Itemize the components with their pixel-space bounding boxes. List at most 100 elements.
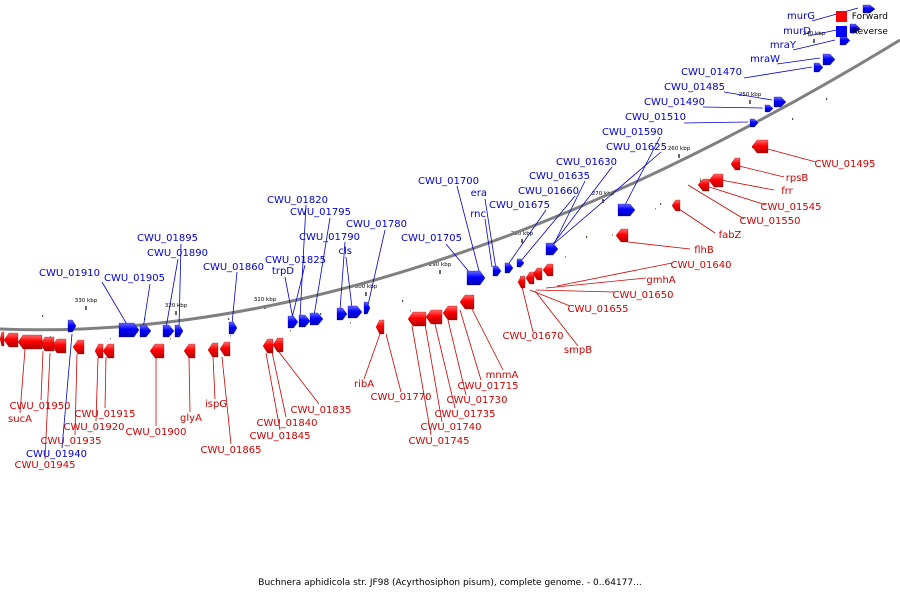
reverse-gene [516,258,525,268]
forward-gene-label: CWU_01740 [420,422,481,433]
reverse-gene [764,104,774,113]
scale-dot [660,203,662,205]
reverse-leader-line [484,198,497,270]
reverse-gene-label: CWU_01860 [203,262,264,273]
tick-label: 260 kbp [668,146,691,152]
forward-gene [525,271,535,285]
scale-dot [50,336,51,338]
forward-gene-label: CWU_01915 [74,409,135,420]
reverse-gene [298,314,311,328]
reverse-gene [228,321,238,335]
forward-gene [517,275,526,289]
tick-label: 290 kbp [429,262,452,268]
reverse-leader-line [723,91,773,101]
forward-leader-line [104,356,107,409]
reverse-gene [849,23,861,34]
tick-label: 280 kbp [511,231,534,237]
legend: Forward Reverse [835,9,888,39]
reverse-gene [363,301,371,315]
forward-gene [375,319,385,335]
scale-dot [700,180,702,182]
forward-gene [459,294,475,310]
reverse-leader-line [142,283,151,330]
reverse-gene-label: mraY [770,40,797,51]
forward-leader-line [434,323,456,409]
forward-swatch [835,11,847,22]
forward-leader-line [702,184,767,206]
reverse-gene-label: CWU_01625 [606,142,667,153]
forward-gene-label: CWU_01865 [200,445,261,456]
reverse-swatch [835,26,847,37]
forward-gene-label: CWU_01840 [256,418,317,429]
reverse-gene-label: CWU_01490 [644,97,705,108]
scale-dot [42,315,44,317]
forward-gene-label: CWU_01495 [814,159,875,170]
tick-label: 270 kbp [592,191,615,197]
scale-dot [655,208,656,210]
forward-gene-label: CWU_01770 [370,392,431,403]
scale-dot [520,276,521,278]
reverse-leader-line [683,121,749,124]
forward-leader-line [424,323,443,423]
forward-gene [3,332,19,348]
reverse-gene-label: CWU_01590 [602,127,663,138]
reverse-gene-label: CWU_01905 [104,273,165,284]
forward-leader-line [534,290,579,347]
forward-leader-line [763,147,817,163]
reverse-gene-label: murD [783,26,811,37]
forward-gene-label: CWU_01945 [14,460,75,471]
tick-marks: 240 kbp 250 kbp 260 kbp 270 kbp 280 kbp 290 k… [42,31,870,340]
reverse-leader-line [284,276,294,320]
gene-features [0,4,876,359]
reverse-gene-label: CWU_01470 [681,67,742,78]
forward-gene-label: CWU_01655 [567,304,628,315]
forward-gene-label: CWU_01545 [760,202,821,213]
reverse-gene-label: era [471,188,487,199]
legend-label-reverse: Reverse [851,26,888,37]
reverse-gene-label: CWU_01940 [26,449,87,460]
tick-label: 250 kbp [739,92,762,98]
reverse-leader-line [792,39,836,51]
reverse-gene-label: trpD [272,266,294,277]
reverse-gene-label: cls [339,246,353,257]
reverse-gene-label: CWU_01890 [147,248,208,259]
tick-label: 300 kbp [355,284,378,290]
forward-gene [219,341,231,357]
tick-label: 320 kbp [165,303,188,309]
reverse-gene [504,262,514,274]
reverse-gene-label: CWU_01825 [265,255,326,266]
reverse-leader-line [623,136,661,208]
scale-dot [320,313,322,315]
reverse-leader-line [101,281,129,327]
forward-leader-line [188,357,191,413]
reverse-gene-label: CWU_01510 [625,112,686,123]
forward-gene [708,173,724,188]
forward-leader-line [535,289,615,293]
reverse-leader-line [61,333,73,449]
map-caption: Buchnera aphidicola str. JF98 (Acyrthosi… [258,578,642,588]
forward-gene-label: sucA [8,414,32,425]
reverse-gene-label: mraW [750,54,780,65]
forward-gene-label: CWU_01845 [249,431,310,442]
forward-gene [94,343,104,359]
reverse-leader-line [445,243,471,274]
reverse-gene [347,305,363,319]
scale-dot [410,310,411,312]
label-leader-lines [19,7,859,460]
reverse-leader-line [299,204,307,319]
forward-leader-line [459,309,482,381]
forward-gene-label: frr [781,186,793,197]
forward-gene [532,267,543,281]
reverse-gene-label: CWU_01485 [664,82,725,93]
legend-label-forward: Forward [851,11,888,22]
forward-gene [615,228,629,243]
forward-leader-line [545,277,647,289]
forward-gene [149,343,165,359]
forward-leader-line [44,352,51,460]
legend-item-forward: Forward [835,9,888,24]
reverse-gene-label: CWU_01910 [39,268,100,279]
forward-gene [425,309,443,325]
reverse-gene-label: CWU_01790 [299,232,360,243]
forward-gene-label: smpB [564,345,592,356]
forward-gene-label: fabZ [719,230,742,241]
